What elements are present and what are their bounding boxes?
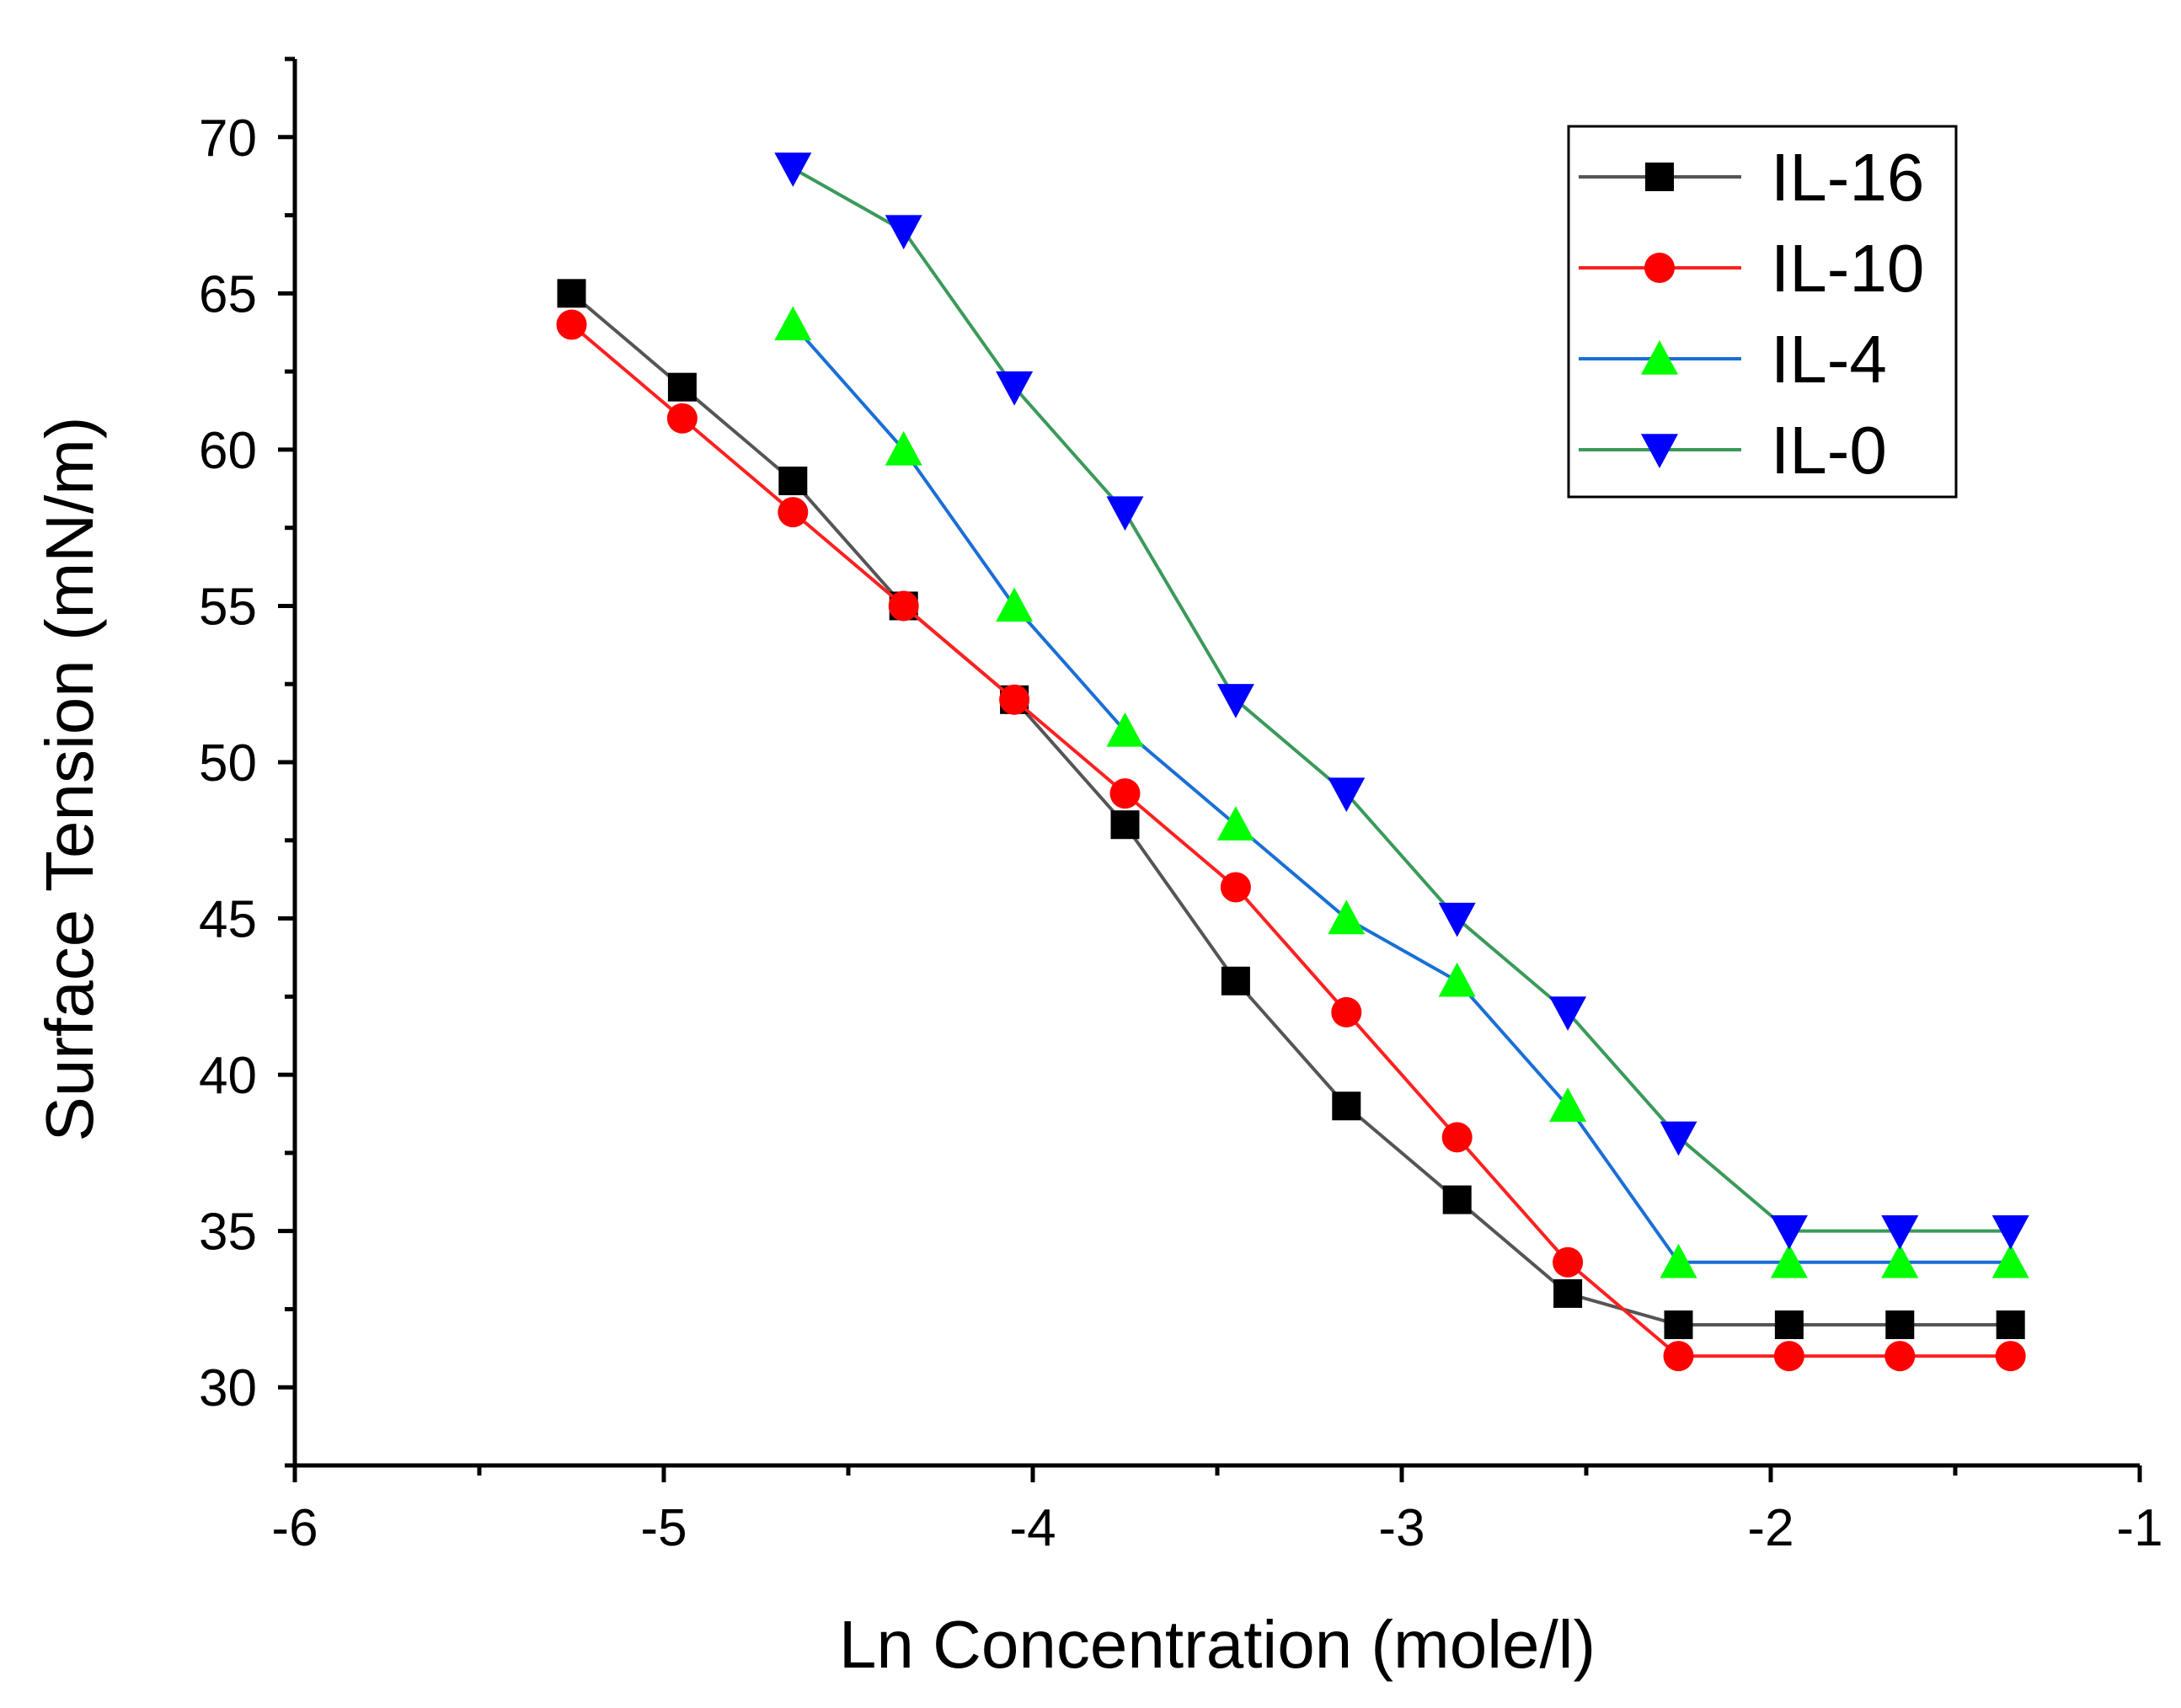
- x-tick-label: -1: [2116, 1499, 2162, 1557]
- data-point: [774, 306, 812, 341]
- legend-label: IL-0: [1771, 413, 1887, 488]
- data-point: [1884, 1341, 1916, 1372]
- data-point: [1106, 712, 1144, 747]
- y-tick-label: 55: [199, 578, 257, 636]
- data-point: [1328, 777, 1366, 813]
- data-point: [667, 372, 697, 402]
- legend-swatch-marker: [1644, 253, 1675, 283]
- legend-label: IL-16: [1771, 140, 1924, 215]
- x-tick-label: -3: [1378, 1499, 1425, 1557]
- data-point: [1331, 996, 1362, 1027]
- legend: IL-16 IL-10 IL-4 IL-0: [1567, 125, 1958, 499]
- data-point: [1774, 1310, 1804, 1339]
- data-point: [1664, 1310, 1693, 1339]
- y-tick-label: 70: [199, 109, 257, 168]
- data-point: [1660, 1243, 1697, 1278]
- legend-swatch-marker: [1645, 163, 1674, 191]
- legend-swatch-marker: [1641, 434, 1678, 468]
- data-point: [1438, 962, 1476, 997]
- y-ticks: 30 35 40 45 50 55 60 65 70: [199, 56, 295, 1468]
- y-tick-label: 65: [199, 265, 257, 323]
- data-point: [888, 590, 919, 622]
- data-point: [1438, 902, 1476, 937]
- y-tick-label: 40: [199, 1047, 257, 1105]
- data-point: [1221, 966, 1250, 995]
- legend-item: IL-4: [1579, 322, 1887, 397]
- data-point: [1881, 1214, 1919, 1250]
- data-point: [1328, 899, 1366, 935]
- data-point: [1549, 996, 1587, 1031]
- data-point: [996, 587, 1034, 622]
- data-point: [1881, 1243, 1919, 1278]
- data-point: [1663, 1341, 1694, 1372]
- data-point: [1996, 1310, 2025, 1339]
- series-line: [570, 323, 2011, 1358]
- y-axis-title: Surface Tension (mN/m): [32, 416, 107, 1141]
- data-point: [1442, 1185, 1472, 1214]
- data-point: [1332, 1092, 1361, 1121]
- data-point: [666, 403, 698, 434]
- data-point: [557, 279, 586, 308]
- y-tick-label: 60: [199, 422, 257, 480]
- series-layer: [556, 152, 2029, 1372]
- data-point: [1553, 1246, 1584, 1278]
- data-point: [1216, 684, 1254, 718]
- data-point: [1885, 1310, 1915, 1339]
- data-point: [1770, 1243, 1808, 1278]
- legend-swatch-marker: [1641, 340, 1678, 375]
- data-point: [1441, 1122, 1473, 1153]
- data-point: [778, 497, 809, 528]
- data-point: [885, 430, 922, 466]
- data-point: [1770, 1214, 1808, 1250]
- data-point: [885, 215, 922, 250]
- axes: -6 -5 -4 -3 -2 -1 30 35 40 45 50 55 60 65 70: [199, 56, 2163, 1557]
- data-point: [1106, 496, 1144, 531]
- legend-item: IL-0: [1579, 413, 1887, 488]
- series-il-10: [556, 309, 2026, 1372]
- series-line: [791, 323, 2011, 1264]
- data-point: [556, 309, 587, 340]
- y-tick-label: 45: [199, 891, 257, 949]
- y-tick-label: 35: [199, 1204, 257, 1262]
- series-line: [792, 167, 2011, 1233]
- data-point: [778, 467, 808, 495]
- y-tick-label: 30: [199, 1359, 257, 1417]
- x-axis-title: Ln Concentration (mole/l): [839, 1607, 1596, 1682]
- data-point: [1995, 1341, 2026, 1372]
- data-point: [1553, 1278, 1583, 1308]
- x-tick-label: -4: [1009, 1499, 1056, 1557]
- x-tick-label: -5: [640, 1499, 687, 1557]
- series-line: [570, 291, 2011, 1326]
- y-tick-label: 50: [199, 734, 257, 793]
- x-tick-label: -2: [1747, 1499, 1793, 1557]
- legend-box: [1567, 125, 1958, 499]
- legend-item: IL-10: [1579, 231, 1924, 306]
- data-point: [1660, 1121, 1697, 1156]
- x-ticks: -6 -5 -4 -3 -2 -1: [271, 1465, 2163, 1557]
- series-il-0: [774, 152, 2029, 1250]
- data-point: [1991, 1243, 2029, 1278]
- data-point: [1216, 806, 1254, 841]
- data-point: [1773, 1341, 1804, 1372]
- data-point: [774, 152, 812, 187]
- data-point: [1220, 872, 1251, 903]
- data-point: [999, 684, 1030, 715]
- series-il-4: [774, 306, 2029, 1278]
- legend-item: IL-16: [1579, 140, 1924, 215]
- data-point: [1109, 778, 1141, 809]
- legend-label: IL-4: [1771, 322, 1887, 397]
- data-point: [996, 371, 1034, 406]
- data-point: [1549, 1087, 1587, 1122]
- x-tick-label: -6: [271, 1499, 318, 1557]
- data-point: [1110, 810, 1140, 840]
- legend-label: IL-10: [1771, 231, 1924, 306]
- data-point: [1991, 1214, 2029, 1250]
